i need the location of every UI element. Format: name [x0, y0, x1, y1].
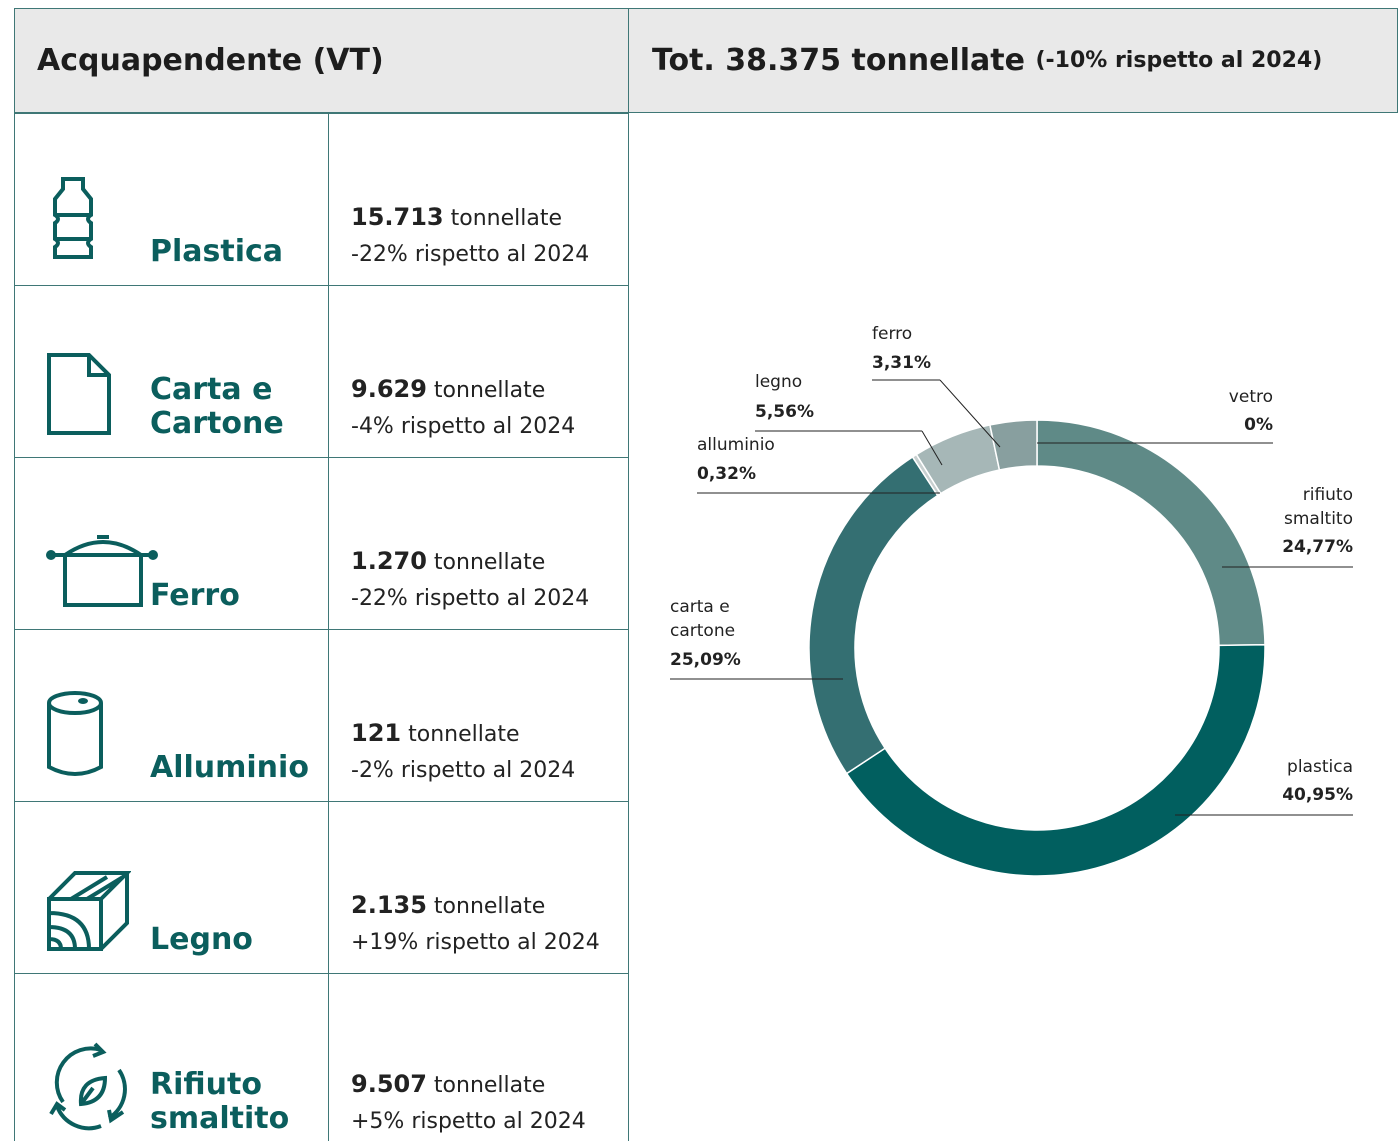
material-name: Plastica	[150, 234, 284, 269]
donut-slice	[845, 643, 1266, 877]
amount-value: 15.713	[351, 203, 444, 231]
slice-name: alluminio	[697, 435, 775, 455]
amount-unit: tonnellate	[433, 550, 546, 575]
leader-line	[921, 430, 943, 466]
amount-cell: 1.270 tonnellate -22% rispetto al 2024	[328, 457, 629, 630]
material-icon	[45, 689, 105, 785]
material-icon	[45, 1040, 137, 1136]
change: -22% rispetto al 2024	[351, 242, 590, 267]
amount: 121 tonnellate -2% rispetto al 2024	[351, 715, 575, 789]
amount-unit: tonnellate	[450, 206, 562, 231]
amount-value: 2.135	[351, 891, 427, 919]
material-cell: Carta e Cartone	[14, 285, 329, 458]
material-icon	[45, 175, 105, 269]
slice-value: 3,31%	[872, 353, 931, 373]
material-icon	[45, 869, 132, 957]
slice-name: vetro	[1229, 387, 1273, 407]
total-note: (-10% rispetto al 2024)	[1035, 48, 1323, 73]
amount: 1.270 tonnellate -22% rispetto al 2024	[351, 543, 589, 617]
amount-unit: tonnellate	[408, 722, 520, 747]
slice-name: rifiuto smaltito	[1284, 485, 1353, 529]
slice-value: 0%	[1244, 415, 1273, 435]
amount: 15.713 tonnellate -22% rispetto al 2024	[351, 199, 589, 273]
slice-name: legno	[755, 372, 802, 392]
slice-value: 0,32%	[697, 464, 756, 484]
slice-name: ferro	[872, 324, 912, 344]
amount-value: 1.270	[351, 547, 427, 575]
amount-cell: 2.135 tonnellate +19% rispetto al 2024	[328, 801, 629, 974]
leader-line	[939, 379, 1001, 448]
material-cell: Plastica	[14, 113, 329, 286]
slice-name: carta e cartone	[670, 597, 735, 641]
amount-value: 9.629	[351, 375, 427, 403]
donut-slice	[808, 455, 939, 775]
change: -4% rispetto al 2024	[351, 414, 576, 439]
donut-slice	[989, 419, 1038, 471]
amount-cell: 9.629 tonnellate -4% rispetto al 2024	[328, 285, 629, 458]
material-cell: Rifiuto smaltito	[14, 973, 329, 1141]
amount-unit: tonnellate	[433, 1073, 546, 1098]
material-icon	[45, 529, 160, 613]
change: +5% rispetto al 2024	[351, 1109, 586, 1134]
slice-value: 24,77%	[1282, 537, 1353, 557]
amount-cell: 9.507 tonnellate +5% rispetto al 2024	[328, 973, 629, 1141]
change: +19% rispetto al 2024	[351, 930, 600, 955]
amount: 9.507 tonnellate +5% rispetto al 2024	[351, 1066, 586, 1140]
total: Tot. 38.375 tonnellate	[652, 43, 1025, 78]
slice-value: 40,95%	[1282, 785, 1353, 805]
amount-unit: tonnellate	[433, 378, 546, 403]
material-icon	[45, 351, 115, 441]
material-name: Rifiuto smaltito	[150, 1067, 290, 1136]
material-name: Legno	[150, 922, 253, 957]
slice-value: 5,56%	[755, 402, 814, 422]
header-title: Acquapendente (VT)	[14, 8, 629, 113]
amount: 9.629 tonnellate -4% rispetto al 2024	[351, 371, 575, 445]
amount: 2.135 tonnellate +19% rispetto al 2024	[351, 887, 600, 961]
slice-value: 25,09%	[670, 650, 741, 670]
material-name: Ferro	[150, 578, 240, 613]
material-name: Alluminio	[150, 750, 309, 785]
amount-unit: tonnellate	[433, 894, 546, 919]
material-cell: Alluminio	[14, 629, 329, 802]
slice-name: plastica	[1287, 757, 1353, 777]
material-name: Carta e Cartone	[150, 372, 284, 441]
amount-value: 121	[351, 719, 402, 747]
change: -22% rispetto al 2024	[351, 586, 590, 611]
title: Acquapendente (VT)	[37, 43, 384, 78]
change: -2% rispetto al 2024	[351, 758, 576, 783]
amount-value: 9.507	[351, 1070, 427, 1098]
donut-slice	[1036, 419, 1266, 647]
